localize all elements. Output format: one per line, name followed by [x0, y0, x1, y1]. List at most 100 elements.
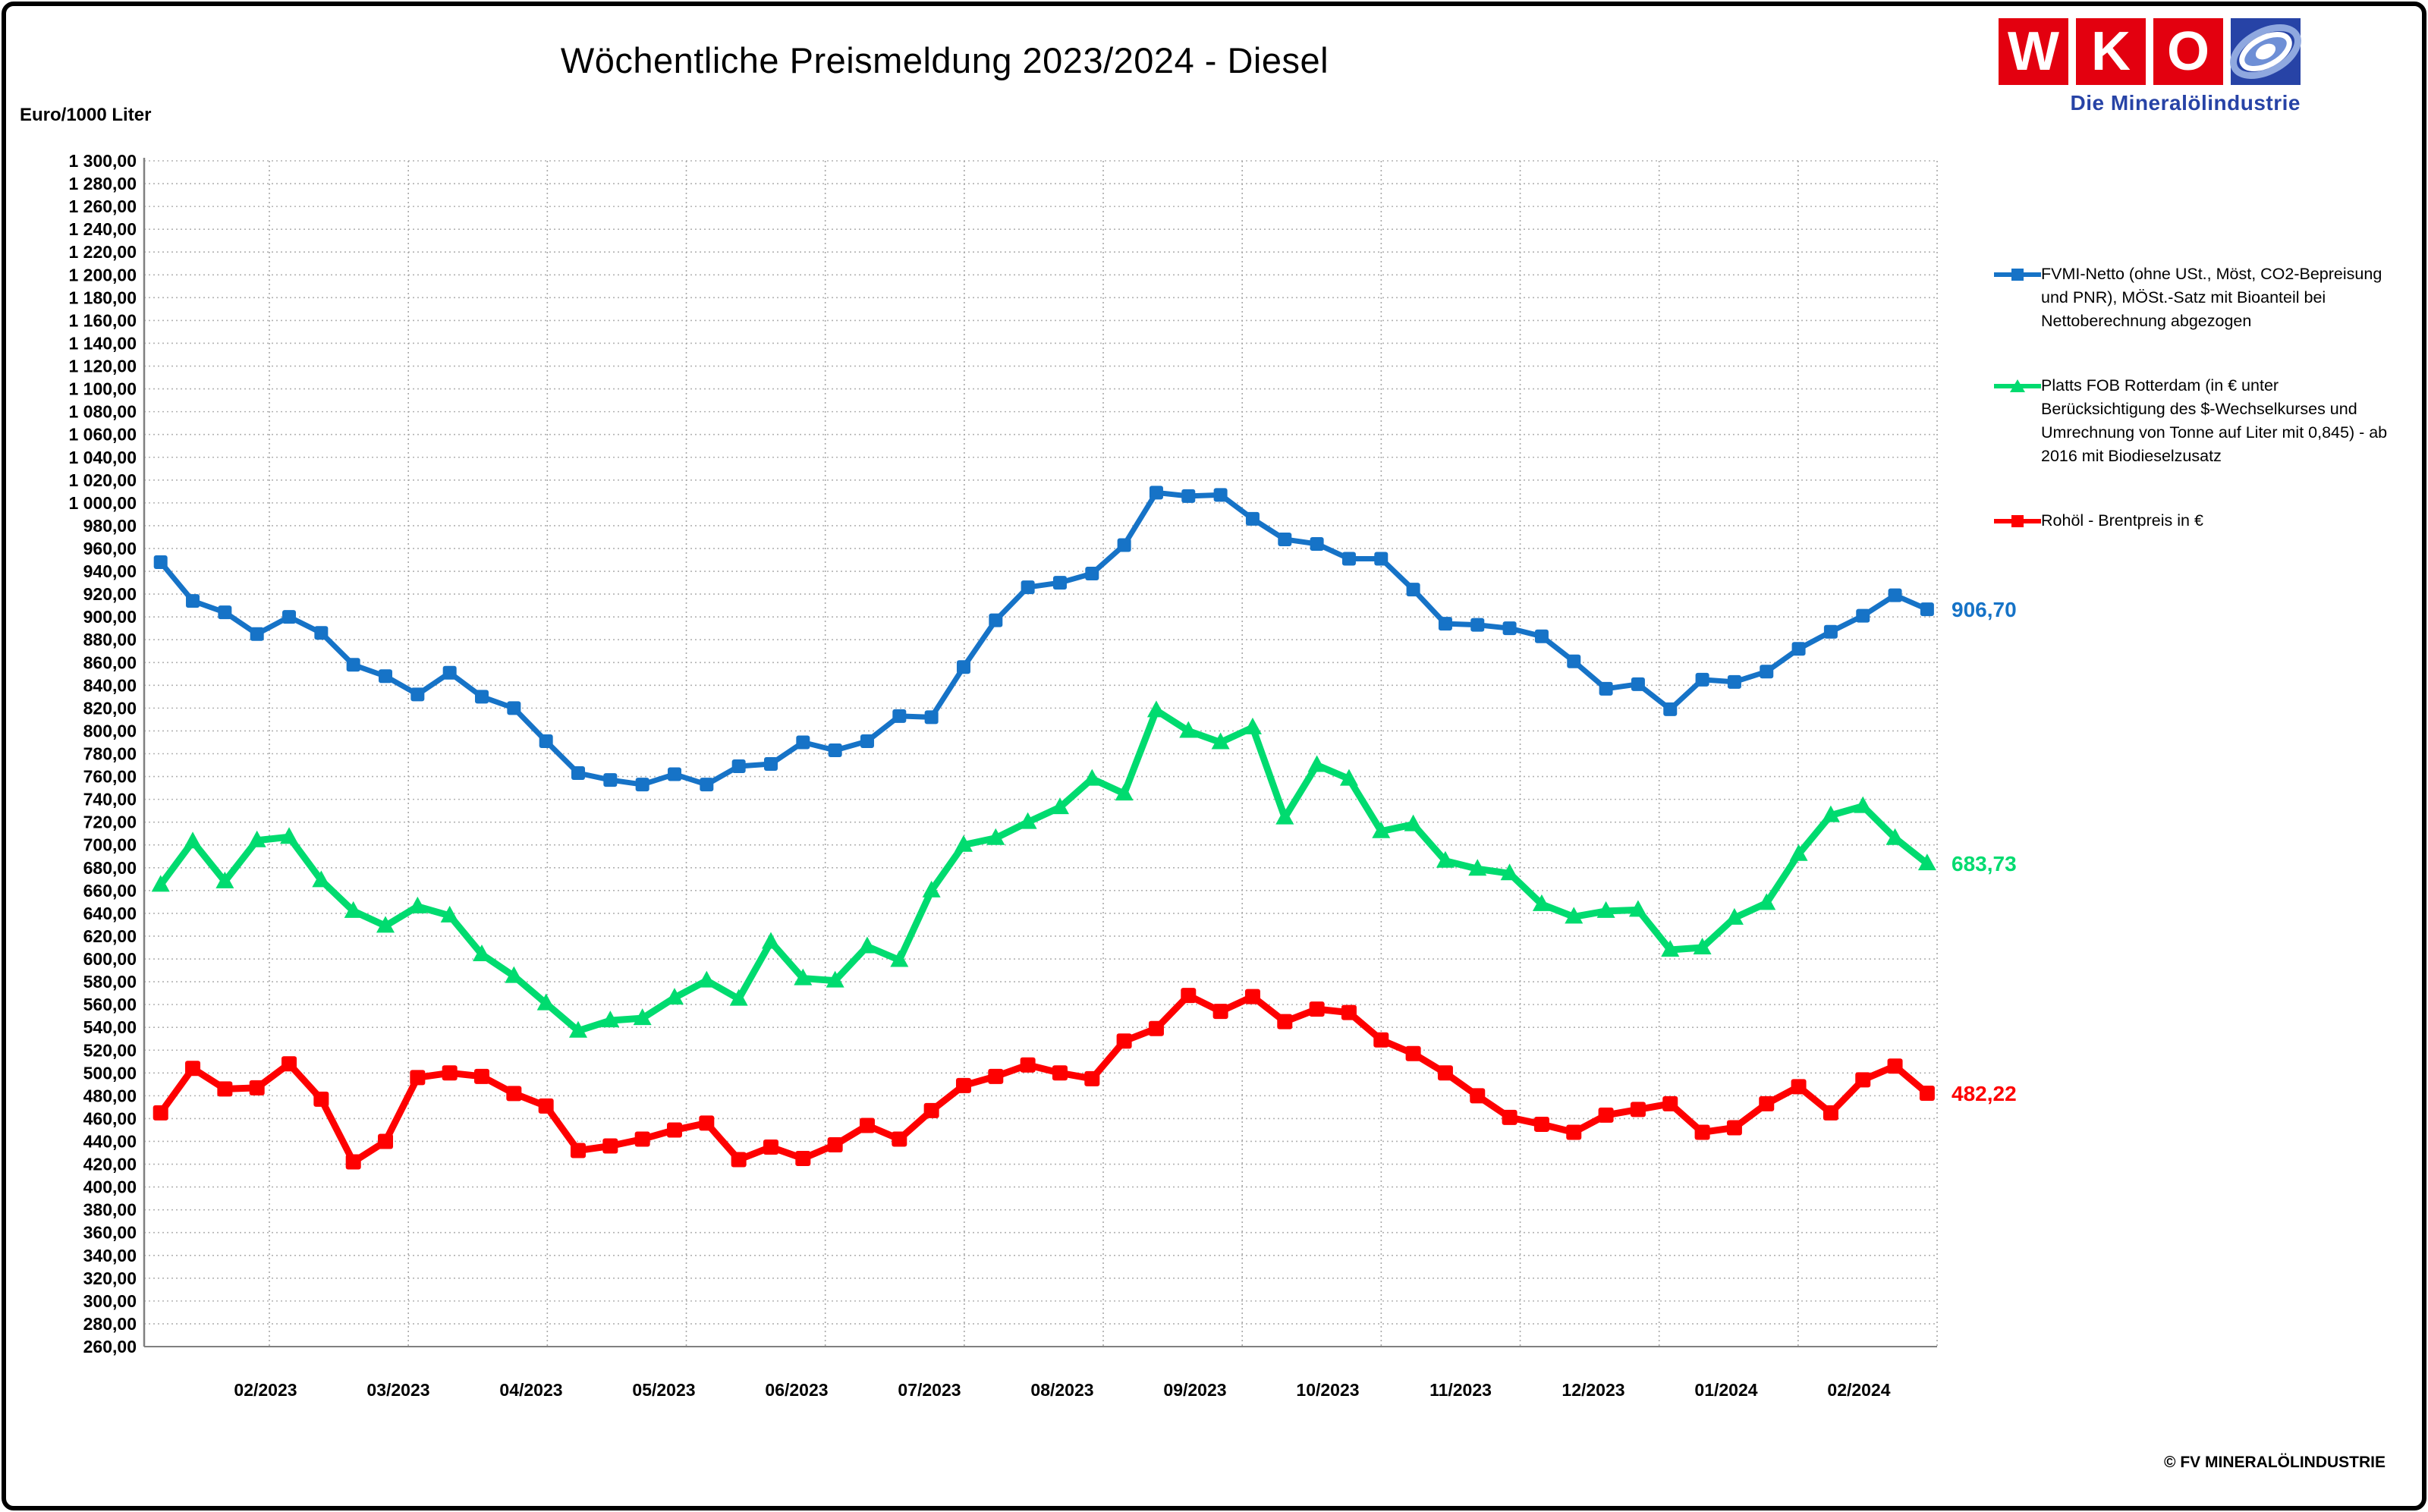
data-point — [859, 1117, 875, 1133]
data-point — [1791, 1079, 1807, 1095]
data-point — [1533, 1116, 1549, 1132]
data-point — [539, 734, 553, 748]
y-tick-label: 1 280,00 — [68, 174, 137, 193]
series-end-value-platts: 683,73 — [1952, 852, 2017, 875]
x-tick-label: 05/2023 — [632, 1380, 695, 1400]
data-point — [1468, 859, 1487, 876]
y-tick-label: 1 160,00 — [68, 310, 137, 330]
y-tick-label: 1 240,00 — [68, 219, 137, 239]
data-point — [697, 970, 716, 988]
data-point — [1179, 721, 1198, 738]
wko-letter-w: W — [1999, 18, 2068, 85]
data-point — [1663, 702, 1678, 716]
data-point — [763, 757, 778, 772]
x-tick-label: 02/2023 — [234, 1380, 297, 1400]
data-point — [1599, 681, 1613, 696]
data-point — [666, 1122, 682, 1138]
x-tick-label: 10/2023 — [1296, 1380, 1359, 1400]
x-tick-label: 09/2023 — [1163, 1380, 1226, 1400]
data-point — [1052, 1065, 1068, 1081]
data-point — [1406, 583, 1420, 597]
data-point — [1020, 1057, 1036, 1073]
data-point — [892, 1131, 907, 1147]
data-point — [1438, 617, 1452, 631]
data-point — [1885, 828, 1904, 845]
y-tick-label: 440,00 — [83, 1131, 137, 1151]
data-point — [729, 989, 748, 1006]
data-point — [1725, 907, 1744, 925]
data-point — [312, 870, 331, 888]
data-point — [1596, 901, 1615, 918]
y-tick-label: 1 080,00 — [68, 402, 137, 422]
y-tick-label: 980,00 — [83, 516, 137, 536]
data-point — [763, 1139, 778, 1155]
y-tick-label: 1 060,00 — [68, 425, 137, 445]
data-point — [1887, 1058, 1903, 1074]
data-point — [186, 594, 200, 608]
y-tick-label: 480,00 — [83, 1086, 137, 1105]
data-point — [1084, 1070, 1100, 1086]
data-point — [1919, 1086, 1935, 1102]
wko-logo: W K O Die Mineralölindustrie — [1974, 18, 2301, 115]
data-point — [1565, 907, 1584, 924]
data-point — [1404, 814, 1423, 831]
data-point — [602, 1138, 618, 1154]
y-tick-label: 700,00 — [83, 835, 137, 855]
data-point — [250, 627, 264, 641]
data-point — [410, 1070, 426, 1086]
data-point — [1052, 576, 1067, 590]
y-tick-label: 1 180,00 — [68, 288, 137, 307]
x-tick-label: 04/2023 — [499, 1380, 562, 1400]
data-point — [408, 896, 427, 913]
data-point — [1436, 850, 1455, 868]
data-point — [1757, 893, 1776, 910]
data-point — [346, 658, 360, 672]
data-point — [1437, 1065, 1453, 1081]
legend-marker-fvmi — [1994, 262, 2041, 287]
y-tick-label: 620,00 — [83, 926, 137, 946]
data-point — [1018, 812, 1037, 829]
data-point — [1117, 538, 1131, 552]
data-point — [1310, 536, 1324, 551]
data-point — [1213, 488, 1228, 502]
x-tick-label: 06/2023 — [765, 1380, 828, 1400]
y-tick-label: 540,00 — [83, 1017, 137, 1037]
legend-marker-brent — [1994, 509, 2041, 533]
data-point — [1278, 532, 1292, 546]
y-tick-label: 680,00 — [83, 858, 137, 878]
chart-title: Wöchentliche Preismeldung 2023/2024 - Di… — [560, 40, 1329, 80]
data-point — [153, 1105, 168, 1121]
x-tick-label: 11/2023 — [1429, 1380, 1492, 1400]
data-point — [473, 945, 492, 962]
data-point — [1470, 1088, 1486, 1104]
legend-label-brent: Rohöl - Brentpreis in € — [2041, 511, 2203, 530]
data-point — [1695, 672, 1709, 687]
data-point — [1470, 618, 1485, 632]
data-point — [1821, 805, 1840, 822]
data-point — [1277, 1014, 1293, 1029]
data-point — [1502, 621, 1517, 636]
y-tick-label: 1 300,00 — [68, 151, 137, 171]
y-tick-label: 940,00 — [83, 561, 137, 581]
data-point — [1211, 732, 1230, 750]
wko-emblem — [2230, 18, 2301, 85]
data-point — [1727, 674, 1741, 689]
data-point — [1917, 853, 1936, 871]
data-point — [1341, 552, 1356, 566]
data-point — [1693, 937, 1712, 954]
y-tick-label: 720,00 — [83, 813, 137, 832]
data-point — [601, 1011, 620, 1028]
y-tick-label: 260,00 — [83, 1337, 137, 1356]
data-point — [1050, 797, 1069, 815]
data-point — [1791, 642, 1806, 656]
data-point — [215, 871, 234, 888]
data-point — [633, 1008, 652, 1026]
y-tick-label: 780,00 — [83, 744, 137, 764]
data-point — [1307, 755, 1326, 772]
data-point — [1630, 1102, 1646, 1117]
data-point — [1372, 821, 1391, 838]
data-point — [1181, 489, 1196, 503]
data-point — [314, 626, 329, 640]
data-point — [1888, 588, 1902, 602]
data-point — [892, 709, 907, 723]
